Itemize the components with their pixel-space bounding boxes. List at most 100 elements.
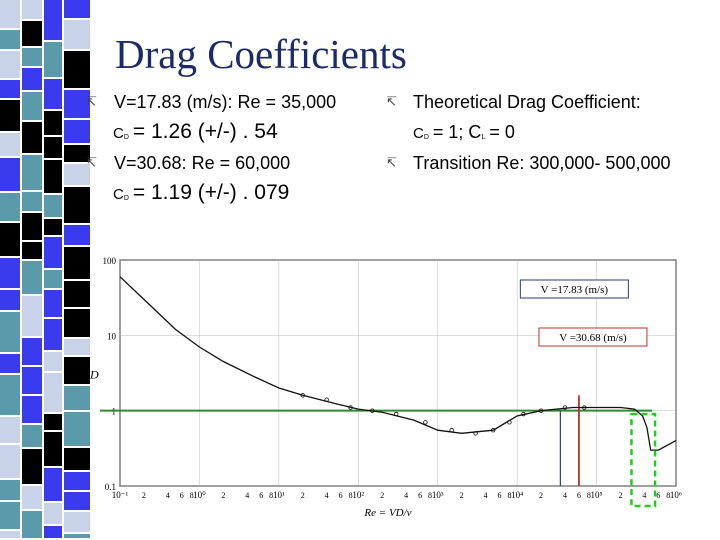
data-point — [370, 408, 375, 413]
decor-block — [64, 0, 90, 18]
x-decade-label: 10³ — [432, 490, 444, 500]
decorative-left-bar — [0, 0, 90, 538]
bullet-theoretical: Theoretical Drag Coefficient: — [413, 92, 641, 112]
x-minor-label: 8 — [507, 491, 511, 500]
decor-block — [0, 531, 20, 538]
decor-block — [44, 111, 62, 135]
decor-block — [0, 30, 20, 49]
decor-block — [22, 261, 42, 294]
decor-block — [44, 237, 62, 268]
annotation-box — [538, 327, 648, 347]
cd-v2-value: = 1.19 (+/-) . 079 — [132, 181, 290, 204]
decor-block — [64, 492, 90, 510]
decor-block — [0, 375, 20, 415]
slide-title: Drag Coefficients — [115, 31, 407, 77]
x-minor-label: 8 — [587, 491, 591, 500]
decor-block — [0, 417, 20, 443]
decor-block — [22, 486, 42, 509]
decor-block — [22, 122, 42, 153]
data-point — [473, 431, 478, 436]
x-minor-label: 6 — [498, 491, 502, 500]
data-point — [562, 405, 568, 410]
decor-block — [22, 21, 42, 46]
x-minor-label: 2 — [539, 491, 543, 500]
bullet-arrow-icon: ↸ — [386, 155, 397, 170]
x-minor-label: 4 — [166, 491, 170, 500]
decor-block — [0, 480, 20, 500]
x-decade-label: 10² — [352, 490, 364, 500]
data-point — [324, 397, 329, 402]
x-minor-label: 4 — [563, 491, 567, 500]
data-point — [449, 428, 454, 433]
annotation-label: V =17.83 (m/s) — [541, 284, 609, 296]
decor-block — [22, 425, 42, 447]
x-minor-label: 2 — [618, 491, 622, 500]
decor-block — [44, 373, 62, 412]
cd-subscript: D — [423, 134, 429, 141]
decor-block — [0, 290, 20, 310]
data-point — [538, 408, 544, 413]
decor-block — [64, 187, 90, 223]
decor-block — [64, 472, 90, 490]
x-minor-label: 4 — [325, 491, 329, 500]
decor-block — [64, 512, 90, 532]
bullet-arrow-icon: ↸ — [386, 94, 397, 109]
transition-region-box — [630, 412, 657, 508]
decor-block — [0, 100, 20, 131]
decor-block — [44, 137, 62, 158]
x-minor-label: 6 — [418, 491, 422, 500]
decor-block — [44, 42, 62, 77]
x-minor-label: 6 — [656, 491, 660, 500]
cl-subscript: L — [481, 134, 486, 141]
y-axis-label: CD — [82, 368, 99, 382]
cd-v1: CD = 1.26 (+/-) . 54 — [113, 120, 278, 150]
decor-block — [44, 526, 62, 538]
decor-block — [0, 502, 20, 529]
x-axis-label: Re = VD/ν — [363, 507, 411, 519]
data-point — [393, 411, 399, 417]
data-point — [521, 411, 526, 417]
decor-block — [64, 309, 90, 337]
decor-block — [64, 281, 90, 307]
decor-block — [44, 352, 62, 371]
x-minor-label: 8 — [349, 491, 353, 500]
cd-symbol: C — [113, 186, 124, 203]
data-point — [582, 405, 587, 410]
x-minor-label: 2 — [460, 491, 464, 500]
data-point — [423, 420, 428, 425]
decor-block — [0, 158, 20, 191]
decor-block — [64, 145, 90, 162]
x-minor-label: 4 — [642, 491, 646, 500]
x-minor-label: 6 — [339, 491, 343, 500]
x-minor-label: 8 — [666, 491, 670, 500]
decor-block — [0, 80, 20, 98]
x-decade-label: 10⁰ — [193, 490, 206, 500]
cd-v1-value: = 1.26 (+/-) . 54 — [132, 120, 278, 143]
decor-block — [64, 90, 90, 118]
decor-block — [44, 414, 62, 430]
decor-block — [22, 449, 42, 484]
cd-curve — [119, 276, 677, 451]
y-tick-label: 100 — [103, 256, 117, 266]
x-minor-label: 2 — [221, 491, 225, 500]
decor-block — [44, 0, 62, 40]
decor-block — [64, 20, 90, 49]
decor-block — [64, 225, 90, 245]
decor-block — [0, 445, 20, 478]
decor-block — [44, 219, 62, 235]
cl-theory-value: = 0 — [489, 122, 515, 142]
bullet-arrow-icon: ↸ — [86, 94, 97, 109]
decor-block — [0, 0, 20, 28]
decor-block — [22, 0, 42, 19]
x-minor-label: 2 — [142, 491, 146, 500]
data-point — [348, 405, 353, 410]
decor-block — [64, 386, 90, 410]
decor-block — [64, 534, 90, 538]
decor-block — [22, 242, 42, 259]
decor-block — [44, 503, 62, 524]
x-decade-label: 10⁵ — [591, 490, 603, 500]
decor-block — [22, 367, 42, 394]
bullet-v1-re: V=17.83 (m/s): Re = 35,000 — [114, 92, 337, 112]
decor-block — [44, 160, 62, 193]
